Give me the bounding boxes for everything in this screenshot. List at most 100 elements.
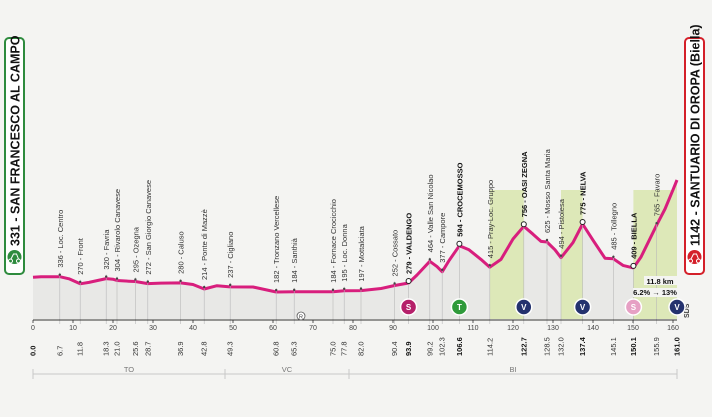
place-label: 280 - Caluso [177,231,186,274]
km-label: 99.2 [425,341,434,356]
place-label: 756 - OASI ZEGNA [520,151,529,217]
place-point [58,273,61,276]
x-tick-label: 140 [587,325,599,332]
km-label: 82.0 [357,341,366,356]
sds-label: SDS [684,303,691,318]
place-label: 485 - Tollegno [609,203,618,250]
km-label: 93.9 [404,341,413,356]
km-label: 25.6 [131,341,140,356]
start-title: 331 - SAN FRANCESCO AL CAMPO [9,35,23,246]
place-label: 594 - CROCEMOSSO [455,162,464,236]
x-tick-label: 40 [189,325,197,332]
place-point [105,275,108,278]
place-point [203,285,206,289]
x-tick-label: 30 [149,325,157,332]
place-label: 184 - Fornace Crocicchio [329,199,338,283]
km-label: 21.0 [113,341,122,356]
place-label: 279 - VALDENGO [405,213,414,274]
marker-symbol: V [674,303,680,312]
finish-bike-icon [687,250,702,264]
feed-zone-marker [296,311,306,321]
marker-symbol: V [521,303,527,312]
place-point [146,280,149,283]
km-label: 42.8 [200,341,209,356]
start-bike-icon [7,250,22,264]
place-point [456,240,463,247]
place-label: 377 - Campore [438,213,447,263]
place-point [79,280,82,283]
place-label: 214 - Ponte di Mazzè [200,209,209,280]
x-tick-label: 70 [309,325,317,332]
place-point [134,278,137,281]
km-label: 161.0 [673,337,682,356]
x-tick-label: 120 [507,325,519,332]
place-point [559,254,563,257]
place-label: 270 - Front [76,237,85,275]
km-label: 128.5 [543,337,552,356]
place-label: 184 - Santhià [290,237,299,282]
km-label: 150.1 [629,337,638,356]
final-climb-gradient: 6.2% → 13% [633,288,677,297]
km-label: 102.3 [438,337,447,356]
place-point [655,222,658,225]
province-label: TO [124,365,134,374]
km-label: 77.8 [340,341,349,356]
place-label: 295 - Ozegna [131,226,140,272]
x-tick-label: 130 [547,325,559,332]
place-point [405,277,412,284]
place-label: 494 - Pistolesa [557,198,566,248]
place-point [359,287,363,290]
place-point [579,219,586,226]
finish-bike-glyph [688,253,701,264]
start-bike-glyph [8,253,21,264]
profile-line [32,179,679,294]
place-point [520,221,527,228]
marker-symbol: T [457,303,462,312]
place-label: 625 - Mosso Santa Maria [543,148,552,233]
x-tick-label: 80 [349,325,357,332]
km-label: 122.7 [519,337,528,356]
km-label: 90.4 [390,341,399,356]
place-label: 182 - Tronzano Vercellese [272,196,281,283]
place-point [630,262,637,269]
km-label: 11.8 [76,342,85,356]
place-label: 765 - Favaro [653,174,662,217]
sprint-marker [573,298,592,316]
place-label: 252 - Cossato [391,230,400,277]
place-point [428,258,431,261]
km-label: 49.3 [226,341,235,356]
km-label: 132.0 [557,337,566,356]
sprint-marker [450,298,469,316]
start-badge [4,37,25,275]
marker-symbol: S [406,303,412,312]
final-climb-bg [644,276,677,285]
place-point [331,288,335,292]
km-label: 28.7 [143,341,152,356]
climb-zone-fill [561,224,583,319]
x-tick-label: 160 [667,325,679,332]
place-label: 237 - Cigliano [226,232,235,278]
km-label: 0.0 [29,346,38,356]
final-climb-grad-bg [633,288,677,297]
feed-zone-symbol: R [299,315,303,321]
place-point [488,264,491,267]
km-label: 75.0 [329,341,338,356]
place-label: 409 - BIELLA [629,212,638,259]
climb-zone-fill [489,226,524,319]
place-label: 336 - Loc. Centro [56,210,65,268]
marker-symbol: V [580,303,586,312]
km-label: 65.3 [290,341,299,356]
sprint-marker [624,298,643,316]
x-tick-label: 20 [109,325,117,332]
x-tick-label: 150 [627,325,639,332]
place-label: 197 - Mottalciata [357,225,366,281]
finish-title: 1142 - SANTUARIO DI OROPA (Biella) [689,24,703,246]
km-label: 36.9 [176,341,185,356]
place-point [293,288,296,292]
final-climb-length: 11.8 km [646,277,673,286]
place-label: 272 - San Giorgio Canavese [144,180,153,275]
sprint-marker [399,298,418,316]
x-tick-label: 10 [69,325,77,332]
x-tick-label: 110 [467,325,478,332]
